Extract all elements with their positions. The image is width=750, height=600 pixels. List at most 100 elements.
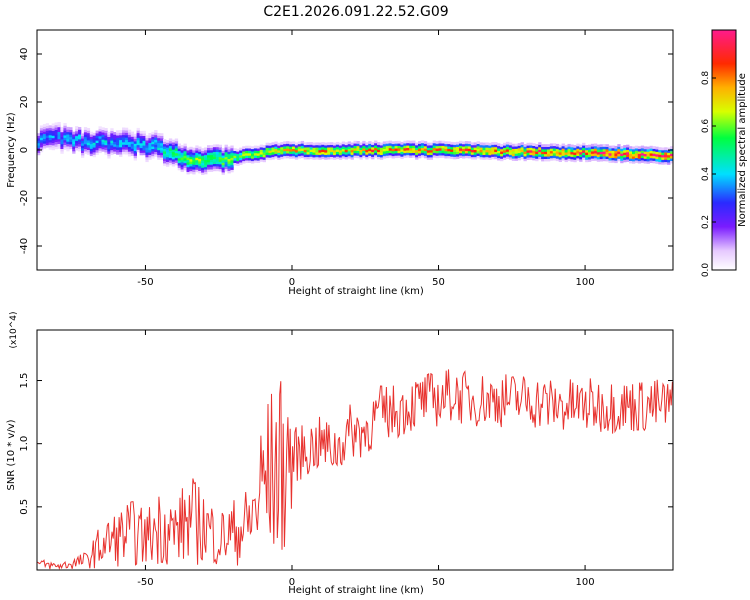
spectrogram-cell	[558, 156, 562, 160]
spectrogram-cell	[133, 141, 137, 144]
spectrogram-cell	[69, 146, 73, 150]
spectrogram-cell	[86, 149, 91, 153]
spectrogram-cell	[479, 152, 483, 155]
spectrogram-cell	[63, 130, 67, 133]
spectrogram-cell	[89, 148, 94, 152]
spectrogram-cell	[500, 153, 504, 157]
spectrogram-cell	[312, 154, 316, 158]
spectrogram-cell	[224, 151, 228, 155]
spectrogram-cell	[157, 157, 161, 160]
spectrogram-cell	[667, 162, 671, 165]
spectrogram-cell	[655, 151, 659, 155]
spectrogram-cell	[464, 150, 469, 154]
spectrogram-cell	[75, 140, 79, 144]
spectrogram-cell	[456, 141, 460, 145]
spectrogram-cell	[212, 168, 217, 172]
spectrogram-cell	[541, 151, 545, 155]
spectrogram-cell	[637, 153, 642, 157]
spectrogram-cell	[177, 155, 181, 159]
spectrogram-cell	[256, 160, 261, 163]
spectrogram-cell	[602, 148, 606, 152]
spectrogram-cell	[83, 139, 88, 142]
spectrogram-cell	[541, 153, 545, 157]
spectrogram-cell	[297, 146, 302, 149]
spectrogram-cell	[573, 147, 577, 151]
spectrogram-cell	[104, 132, 108, 136]
spectrogram-cell	[412, 152, 416, 156]
spectrogram-cell	[48, 137, 52, 141]
spectrogram-cell	[479, 144, 483, 148]
spectrogram-cell	[183, 153, 187, 156]
spectrogram-cell	[347, 141, 351, 145]
spectrogram-cell	[344, 147, 348, 150]
spectrogram-cell	[605, 158, 609, 162]
spectrogram-cell	[119, 132, 123, 136]
spectrogram-cell	[341, 141, 346, 145]
spectrogram-cell	[72, 134, 76, 137]
spectrogram-cell	[341, 153, 346, 157]
spectrogram-cell	[418, 143, 422, 147]
spectrogram-cell	[335, 149, 340, 152]
spectrogram-cell	[180, 161, 184, 165]
spectrogram-cell	[107, 148, 111, 152]
spectrogram-cell	[160, 138, 164, 141]
spectrogram-cell	[555, 148, 560, 152]
spectrogram-cell	[166, 140, 170, 143]
spectrogram-cell	[655, 149, 659, 152]
spectrogram-cell	[160, 152, 164, 156]
spectrogram-cell	[195, 162, 199, 165]
spectrogram-cell	[145, 156, 149, 160]
spectrogram-cell	[335, 146, 340, 150]
spectrogram-cell	[116, 139, 120, 143]
spectrogram-cell	[39, 135, 44, 138]
spectrogram-cell	[374, 145, 378, 149]
spectrogram-cell	[119, 144, 123, 148]
spectrogram-cell	[488, 145, 492, 148]
spectrogram-cell	[127, 144, 132, 147]
spectrogram-cell	[576, 148, 580, 152]
spectrogram-cell	[259, 156, 263, 160]
spectrogram-cell	[174, 152, 179, 156]
spectrogram-cell	[107, 153, 111, 157]
spectrogram-cell	[37, 140, 41, 144]
spectrogram-cell	[374, 154, 378, 158]
spectrogram-cell	[406, 150, 410, 153]
spectrogram-cell	[265, 152, 269, 156]
spectrogram-cell	[248, 155, 252, 159]
spectrogram-cell	[198, 158, 202, 162]
spectrogram-cell	[268, 145, 272, 149]
spectrogram-cell	[168, 155, 173, 158]
spectrogram-cell	[209, 159, 214, 163]
spectrogram-cell	[63, 135, 67, 138]
spectrogram-cell	[51, 140, 55, 143]
spectrogram-cell	[133, 138, 137, 142]
spectrogram-cell	[520, 144, 524, 148]
spectrogram-cell	[174, 155, 179, 159]
spectrogram-cell	[438, 155, 442, 158]
spectrogram-cell	[48, 146, 52, 150]
spectrogram-cell	[253, 160, 258, 163]
spectrogram-cell	[268, 142, 272, 146]
spectrogram-cell	[667, 150, 671, 153]
spectrogram-cell	[142, 145, 146, 148]
spectrogram-cell	[207, 159, 211, 163]
spectrogram-cell	[280, 151, 284, 155]
spectrogram-cell	[470, 147, 475, 150]
spectrogram-cell	[327, 147, 331, 150]
spectrogram-cell	[201, 167, 205, 171]
spectrogram-cell	[426, 152, 431, 156]
spectrogram-cell	[573, 152, 577, 155]
spectrogram-cell	[552, 155, 557, 159]
spectrogram-cell	[110, 133, 114, 136]
spectrogram-cell	[350, 144, 354, 148]
spectrogram-cell	[312, 149, 316, 153]
spectrogram-cell	[72, 150, 76, 154]
spectrogram-cell	[145, 147, 149, 151]
spectrogram-cell	[95, 133, 99, 136]
spectrogram-cell	[582, 157, 586, 160]
spectrogram-cell	[218, 159, 222, 162]
spectrogram-cell	[321, 154, 325, 157]
spectrogram-cell	[535, 156, 539, 159]
spectrogram-cell	[265, 157, 269, 160]
spectrogram-cell	[86, 132, 91, 136]
